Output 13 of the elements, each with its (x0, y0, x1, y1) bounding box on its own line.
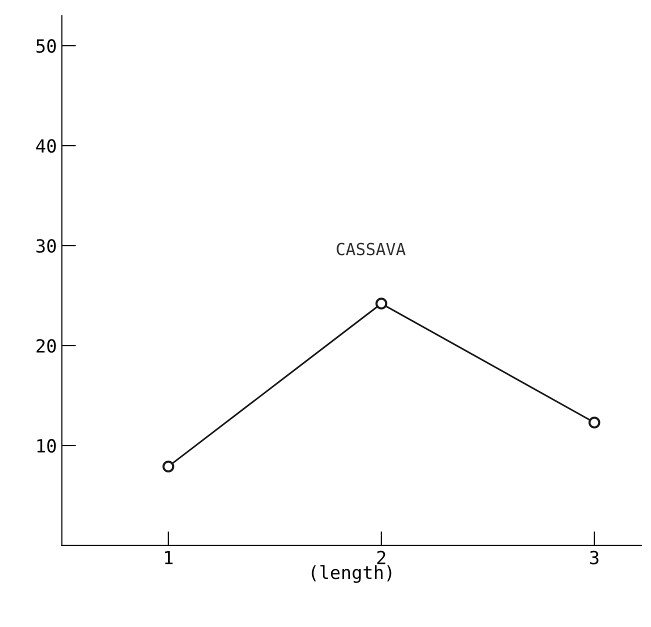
x-axis-title: (length) (312, 565, 392, 583)
point (162, 460, 174, 472)
y-tick-label: 20 (36, 339, 56, 353)
y-tick-label: 30 (36, 239, 56, 253)
y-tick-label: 40 (36, 139, 56, 153)
y-tick-label: 10 (37, 439, 56, 453)
x-tick-label: 3 (590, 550, 598, 564)
y-tick-label: 50 (36, 39, 56, 53)
point (375, 298, 388, 310)
x-tick-label: 1 (165, 551, 173, 564)
x-tick-label: 2 (377, 550, 386, 564)
point (588, 416, 600, 428)
text: CASSAVA (336, 242, 406, 256)
